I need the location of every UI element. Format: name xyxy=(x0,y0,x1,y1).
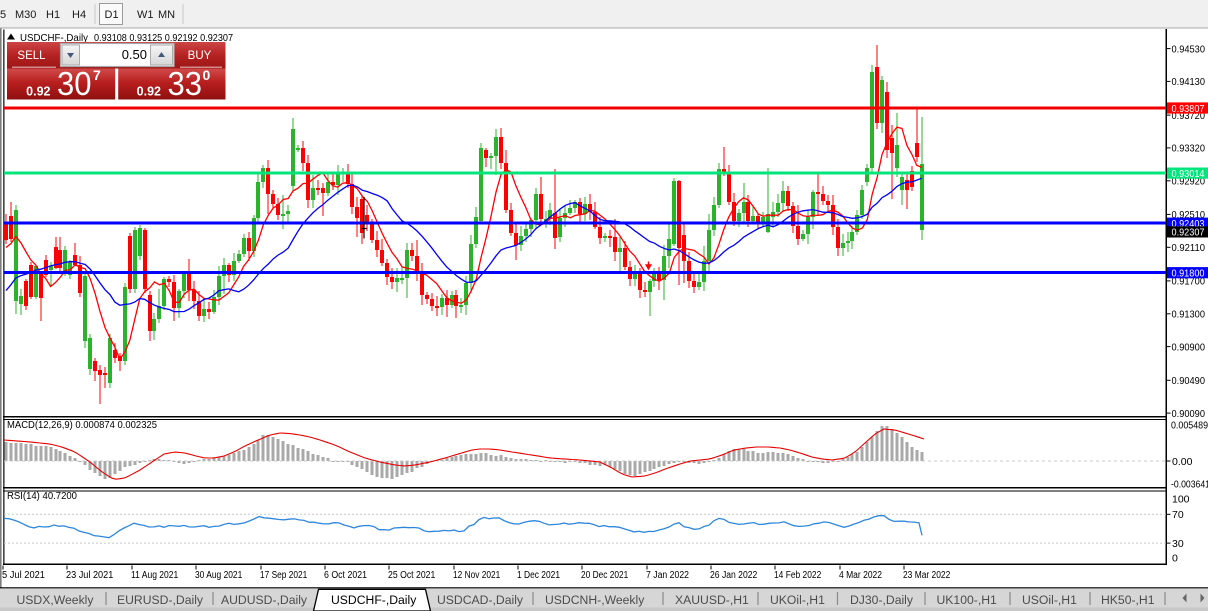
svg-text:0: 0 xyxy=(203,67,211,83)
svg-text:6 Oct 2021: 6 Oct 2021 xyxy=(324,570,367,581)
svg-text:SELL: SELL xyxy=(17,50,46,62)
svg-text:XAUUSD-,H1: XAUUSD-,H1 xyxy=(675,593,749,607)
svg-text:RSI(14) 40.7200: RSI(14) 40.7200 xyxy=(7,490,77,502)
svg-text:H4: H4 xyxy=(72,9,86,21)
svg-text:0.93320: 0.93320 xyxy=(1172,143,1206,155)
svg-text:30: 30 xyxy=(1172,538,1184,550)
svg-text:0.005489: 0.005489 xyxy=(1171,420,1208,432)
svg-text:0.91300: 0.91300 xyxy=(1172,309,1206,321)
svg-text:0.91800: 0.91800 xyxy=(1172,268,1205,280)
svg-text:33: 33 xyxy=(168,65,203,102)
svg-text:11 Aug 2021: 11 Aug 2021 xyxy=(131,570,179,581)
svg-text:0.94530: 0.94530 xyxy=(1172,43,1206,55)
svg-text:MACD(12,26,9) 0.000874 0.00232: MACD(12,26,9) 0.000874 0.002325 xyxy=(7,419,157,431)
svg-text:4 Mar 2022: 4 Mar 2022 xyxy=(839,570,882,581)
svg-text:USDCNH-,Weekly: USDCNH-,Weekly xyxy=(545,593,645,607)
svg-text:0.90900: 0.90900 xyxy=(1172,341,1206,353)
svg-text:12 Nov 2021: 12 Nov 2021 xyxy=(453,570,501,581)
svg-text:0.00: 0.00 xyxy=(1172,456,1193,468)
svg-text:5: 5 xyxy=(0,9,6,21)
svg-text:H1: H1 xyxy=(46,9,60,21)
svg-text:UKOil-,H1: UKOil-,H1 xyxy=(770,593,825,607)
svg-text:D1: D1 xyxy=(105,9,119,21)
svg-text:23 Jul 2021: 23 Jul 2021 xyxy=(66,570,114,581)
svg-text:23 Mar 2022: 23 Mar 2022 xyxy=(903,570,951,581)
svg-text:0: 0 xyxy=(1172,552,1178,564)
svg-text:30 Aug 2021: 30 Aug 2021 xyxy=(195,570,243,581)
svg-text:0.92: 0.92 xyxy=(26,85,50,99)
svg-text:0.93807: 0.93807 xyxy=(1172,103,1205,115)
svg-text:USDX,Weekly: USDX,Weekly xyxy=(17,593,95,607)
svg-text:0.94130: 0.94130 xyxy=(1172,76,1206,88)
svg-text:-0.003641: -0.003641 xyxy=(1171,479,1208,491)
svg-text:BUY: BUY xyxy=(188,50,212,62)
svg-text:0.50: 0.50 xyxy=(122,47,147,62)
svg-text:26 Jan 2022: 26 Jan 2022 xyxy=(710,570,758,581)
svg-text:7 Jan 2022: 7 Jan 2022 xyxy=(646,570,689,581)
svg-text:UK100-,H1: UK100-,H1 xyxy=(937,593,998,607)
svg-text:USDCHF-,Daily: USDCHF-,Daily xyxy=(20,32,89,44)
svg-text:0.93014: 0.93014 xyxy=(1172,168,1205,180)
svg-text:AUDUSD-,Daily: AUDUSD-,Daily xyxy=(221,593,308,607)
svg-text:70: 70 xyxy=(1172,509,1184,521)
svg-text:7: 7 xyxy=(93,67,101,83)
svg-text:0.90490: 0.90490 xyxy=(1172,375,1206,387)
svg-text:M30: M30 xyxy=(15,9,36,21)
svg-text:HK50-,H1: HK50-,H1 xyxy=(1101,593,1155,607)
svg-text:0.93108 0.93125 0.92192 0.9230: 0.93108 0.93125 0.92192 0.92307 xyxy=(94,32,233,44)
svg-text:0.90090: 0.90090 xyxy=(1172,408,1206,420)
svg-text:USOil-,H1: USOil-,H1 xyxy=(1022,593,1077,607)
svg-text:W1: W1 xyxy=(137,9,154,21)
svg-text:USDCAD-,Daily: USDCAD-,Daily xyxy=(437,593,524,607)
svg-text:0.92307: 0.92307 xyxy=(1172,227,1205,239)
svg-text:30: 30 xyxy=(57,65,92,102)
svg-text:100: 100 xyxy=(1172,494,1190,506)
svg-text:0.92: 0.92 xyxy=(137,85,161,99)
svg-text:14 Feb 2022: 14 Feb 2022 xyxy=(774,570,822,581)
svg-text:0.92110: 0.92110 xyxy=(1172,242,1206,254)
svg-text:USDCHF-,Daily: USDCHF-,Daily xyxy=(331,593,417,607)
svg-text:5 Jul 2021: 5 Jul 2021 xyxy=(2,570,45,581)
svg-text:17 Sep 2021: 17 Sep 2021 xyxy=(260,570,308,581)
svg-text:1 Dec 2021: 1 Dec 2021 xyxy=(517,570,560,581)
svg-text:EURUSD-,Daily: EURUSD-,Daily xyxy=(117,593,204,607)
svg-text:DJ30-,Daily: DJ30-,Daily xyxy=(850,593,914,607)
svg-text:0.91700: 0.91700 xyxy=(1172,276,1206,288)
svg-text:25 Oct 2021: 25 Oct 2021 xyxy=(388,570,436,581)
svg-text:MN: MN xyxy=(158,9,175,21)
svg-text:20 Dec 2021: 20 Dec 2021 xyxy=(581,570,629,581)
